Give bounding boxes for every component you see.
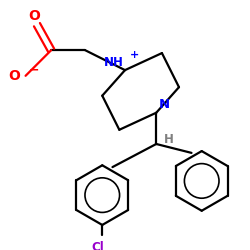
- Text: −: −: [28, 63, 39, 76]
- Text: N: N: [158, 98, 170, 111]
- Text: NH: NH: [104, 56, 124, 69]
- Text: H: H: [164, 133, 174, 146]
- Text: O: O: [28, 9, 40, 23]
- Text: O: O: [8, 69, 20, 83]
- Text: +: +: [130, 50, 140, 60]
- Text: Cl: Cl: [92, 240, 104, 250]
